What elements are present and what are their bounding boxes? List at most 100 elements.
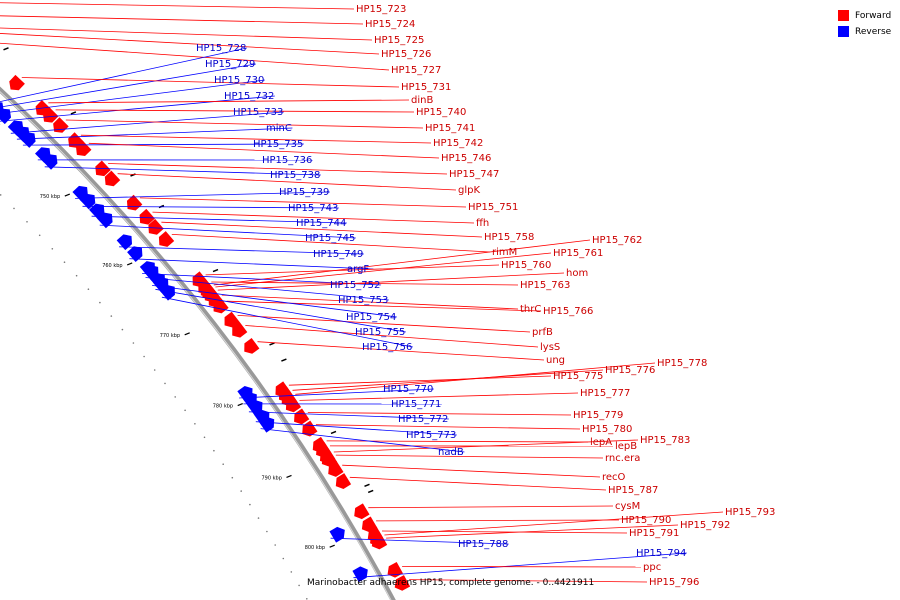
gene-label-HP15_731: HP15_731: [401, 82, 451, 93]
gene-label-HP15_739: HP15_739: [279, 187, 329, 198]
gene-feature-HP15_751: [126, 194, 143, 211]
gene-feature-shape: [321, 450, 338, 467]
label-leader-lines: [0, 2, 724, 583]
inner-ring-dot: [99, 301, 101, 304]
gene-label-HP15_754: HP15_754: [346, 312, 396, 323]
gene-label-HP15_755: HP15_755: [355, 327, 405, 338]
gene-label-HP15_746: HP15_746: [441, 153, 491, 164]
gene-label-HP15_758: HP15_758: [484, 232, 534, 243]
leader-line-HP15_731: [21, 77, 400, 88]
gene-label-HP15_747: HP15_747: [449, 169, 499, 180]
inner-ring-dot: [0, 194, 2, 196]
gene-label-recO: recO: [602, 472, 626, 483]
leader-line-HP15_742: [80, 134, 432, 144]
gene-label-ffh: ffh: [476, 218, 489, 229]
leader-line-hom: [217, 272, 565, 291]
inner-ring-dot: [257, 517, 260, 519]
leader-line-HP15_740: [55, 109, 415, 113]
gene-feature-shape: [148, 218, 164, 235]
leader-line-HP15_744: [91, 215, 347, 224]
genome-caption: Marinobacter adhaerens HP15, complete ge…: [307, 578, 595, 588]
gene-label-lysS: lysS: [540, 342, 560, 353]
leader-line-HP15_775: [288, 375, 552, 386]
gene-label-glpK: glpK: [458, 185, 480, 196]
leader-line-HP15_723: [0, 2, 355, 10]
legend-item-reverse: Reverse: [838, 25, 891, 38]
leader-line-HP15_730: [0, 79, 265, 114]
leader-line-HP15_791: [381, 530, 628, 534]
gene-feature-shape: [232, 321, 248, 338]
gene-label-rimM: rimM: [492, 247, 517, 258]
gene-feature-nadB: [258, 416, 275, 433]
leader-line-HP15_725: [0, 27, 373, 41]
gene-features: [0, 47, 411, 591]
kbp-tick-mark: [64, 193, 71, 197]
gene-label-HP15_762: HP15_762: [592, 235, 642, 246]
inner-ring-dot: [132, 342, 135, 344]
gene-feature-HP15_740: [42, 107, 59, 123]
leader-line-rimM: [171, 234, 491, 253]
gene-label-HP15_724: HP15_724: [365, 19, 415, 30]
inner-ring-dot: [110, 315, 113, 317]
gene-label-HP15_770: HP15_770: [383, 384, 433, 395]
inner-ring-dot: [13, 207, 15, 210]
leader-line-argF: [129, 258, 374, 270]
leader-line-thrC: [221, 294, 519, 310]
leader-line-HP15_754: [152, 285, 397, 318]
gene-feature-shape: [352, 566, 368, 583]
leader-line-HP15_758: [161, 221, 483, 238]
leader-line-HP15_727: [0, 42, 390, 71]
leader-line-HP15_796: [409, 579, 648, 583]
gene-feature-shape: [139, 208, 155, 225]
leader-line-HP15_756: [161, 296, 413, 348]
gene-label-HP15_735: HP15_735: [253, 139, 303, 150]
inner-ring-dot: [274, 544, 277, 546]
kbp-tick-label: 770 kbp: [160, 333, 180, 339]
kbp-tick-mark: [184, 332, 190, 336]
gene-label-HP15_792: HP15_792: [680, 520, 730, 531]
leader-line-HP15_755: [155, 288, 406, 333]
gene-feature-shape: [158, 231, 175, 247]
gene-feature-HP15_746: [75, 140, 92, 157]
inner-ring-dot: [194, 423, 196, 425]
leader-line-rnc.era: [335, 454, 604, 459]
leader-line-glpK: [117, 173, 457, 191]
gene-label-HP15_787: HP15_787: [608, 485, 658, 496]
gene-feature-shape: [329, 526, 345, 543]
gene-label-HP15_761: HP15_761: [553, 248, 603, 259]
gene-label-HP15_729: HP15_729: [205, 59, 255, 70]
inner-ring-dot: [153, 369, 156, 371]
marker-tick: [367, 489, 374, 494]
gene-feature-shape: [302, 420, 318, 437]
inner-ring-dot: [38, 234, 41, 237]
leader-line-lysS: [245, 325, 539, 348]
gene-feature-shape: [394, 575, 411, 591]
leader-line-HP15_794: [353, 552, 687, 579]
gene-feature-HP15_779: [294, 408, 310, 425]
leader-line-ffh: [152, 211, 475, 224]
marker-tick: [281, 358, 287, 362]
inner-ring-dot: [143, 355, 145, 358]
leader-line-HP15_792: [386, 524, 679, 539]
gene-feature-shape: [104, 170, 121, 187]
genome-backbone: [0, 86, 396, 600]
inner-ring-dot: [203, 436, 206, 439]
kbp-tick-label: 780 kbp: [213, 404, 233, 410]
gene-feature-HP15_787: [335, 473, 352, 489]
leader-line-nadB: [260, 428, 465, 453]
gene-feature-ung: [244, 338, 260, 354]
leader-line-cysM: [368, 505, 614, 509]
gene-label-HP15_753: HP15_753: [338, 295, 388, 306]
inner-ring-dot: [164, 382, 166, 385]
leader-line-HP15_738: [44, 166, 321, 176]
gene-feature-HP15_744: [89, 203, 105, 220]
leader-line-minC: [16, 127, 293, 140]
gene-label-HP15_733: HP15_733: [233, 107, 283, 118]
gene-feature-shape: [361, 516, 378, 533]
gene-feature-shape: [75, 140, 92, 157]
gene-label-rnc.era: rnc.era: [605, 453, 640, 464]
gene-label-HP15_796: HP15_796: [649, 577, 699, 588]
leader-line-HP15_763: [211, 281, 519, 286]
leader-line-HP15_746: [88, 142, 440, 159]
inner-ring-dot: [87, 288, 90, 291]
